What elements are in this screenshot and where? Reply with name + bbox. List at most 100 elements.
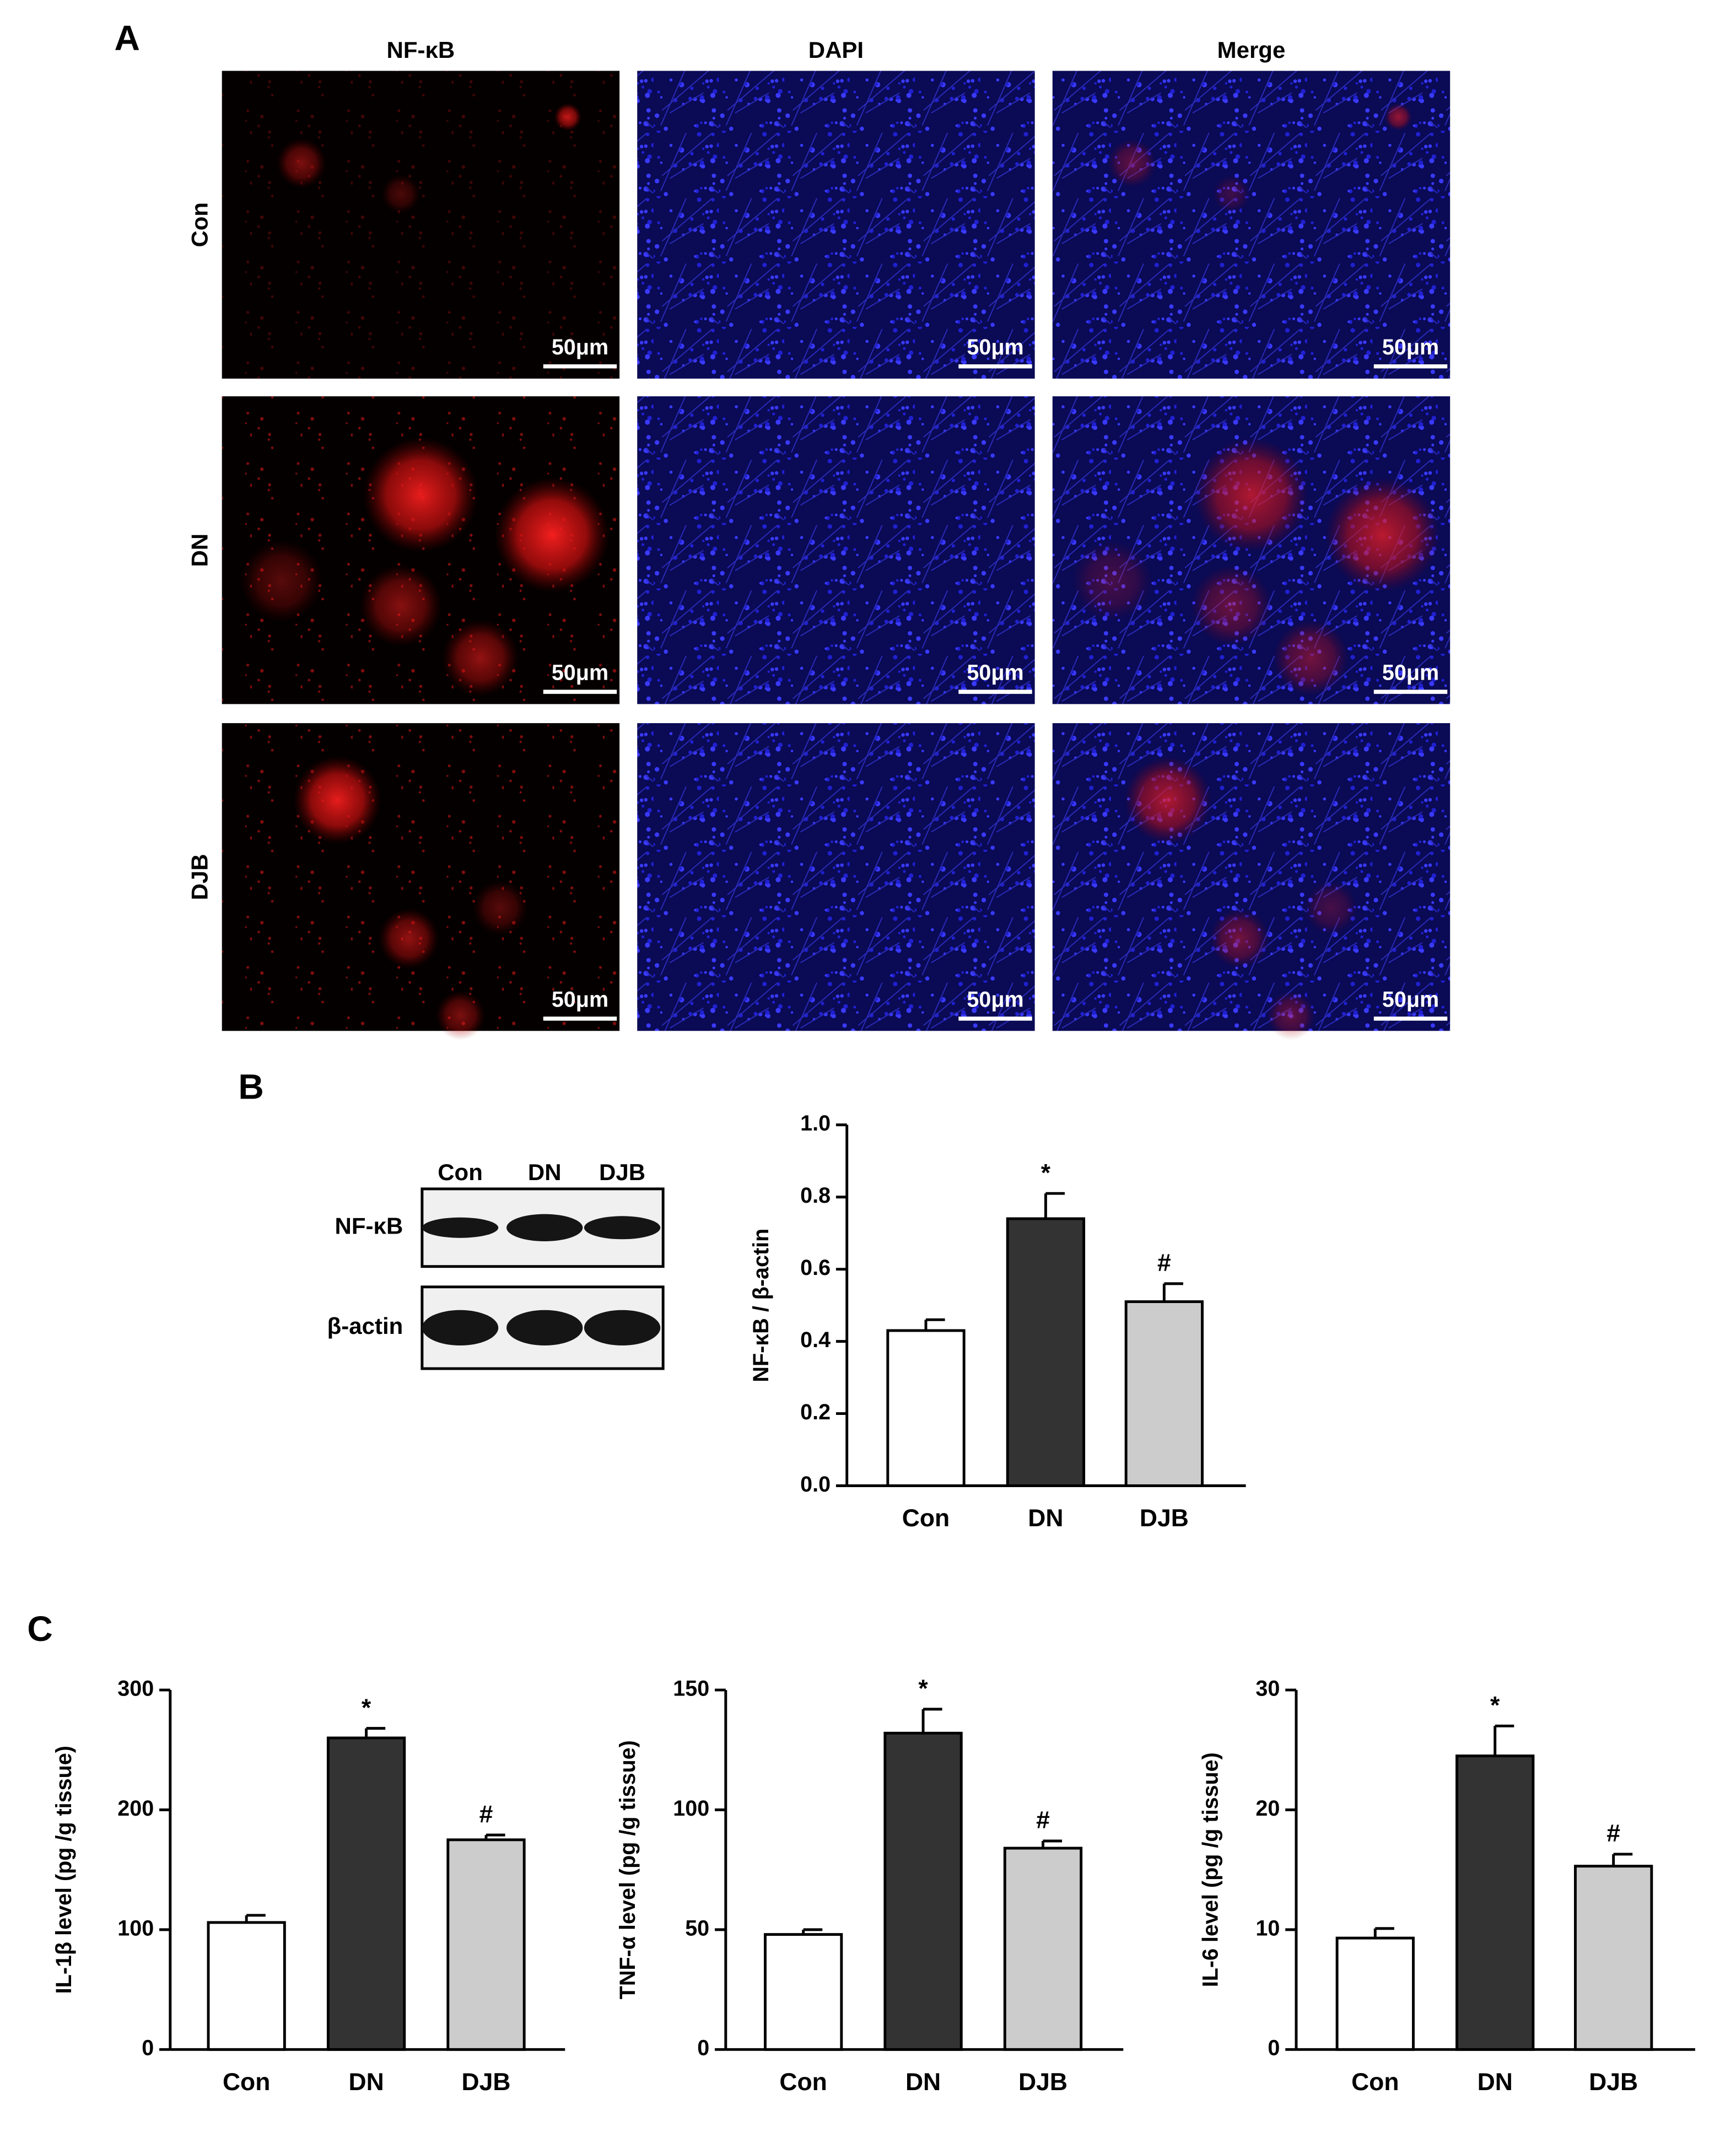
nfkb-signal <box>1124 756 1212 844</box>
column-header: DAPI <box>808 37 864 63</box>
nfkb-signal <box>1384 103 1412 131</box>
y-tick-label: 0.2 <box>800 1400 831 1424</box>
x-tick-label: Con <box>902 1505 950 1532</box>
y-axis-label: NF-κB / β-actin <box>749 1229 773 1382</box>
panel-label: A <box>115 18 140 58</box>
micrograph-specks <box>222 71 620 379</box>
y-tick-label: 1.0 <box>800 1111 831 1135</box>
x-tick-label: DN <box>905 2069 941 2096</box>
y-axis-label: IL-1β level (pg /g tissue) <box>52 1746 76 1994</box>
bar <box>1455 1754 1535 2051</box>
band-label: β-actin <box>327 1313 403 1339</box>
significance-marker: * <box>918 1675 928 1702</box>
nfkb-signal <box>436 990 486 1040</box>
bar <box>883 1731 963 2051</box>
x-tick-label: Con <box>779 2069 827 2096</box>
micrograph <box>637 396 1035 704</box>
bar <box>326 1736 406 2051</box>
row-label: DJB <box>187 854 213 900</box>
micrograph <box>637 71 1035 379</box>
nfkb-signal <box>381 175 420 213</box>
nfkb-signal <box>293 756 381 844</box>
y-tick-label: 100 <box>117 1916 154 1940</box>
band <box>584 1216 661 1240</box>
significance-marker: # <box>1157 1250 1171 1277</box>
nfkb-signal <box>277 138 326 188</box>
bar <box>1335 1936 1415 2051</box>
nfkb-signal <box>1190 564 1273 647</box>
x-tick-label: DJB <box>1140 1505 1189 1532</box>
x-tick-label: Con <box>1351 2069 1399 2096</box>
scale-bar-label: 50μm <box>552 987 608 1011</box>
scale-bar-label: 50μm <box>1382 660 1439 685</box>
column-header: Merge <box>1217 37 1286 63</box>
bar <box>446 1838 526 2051</box>
nfkb-signal <box>379 908 439 969</box>
nfkb-signal <box>554 103 582 131</box>
y-tick-label: 0.6 <box>800 1256 831 1280</box>
y-tick-label: 0 <box>1268 2036 1280 2060</box>
y-tick-label: 20 <box>1255 1796 1280 1821</box>
x-tick-label: DN <box>1478 2069 1513 2096</box>
scale-bar-label: 50μm <box>967 660 1023 685</box>
lane-label: DJB <box>599 1159 645 1185</box>
y-tick-label: 200 <box>117 1796 154 1821</box>
nfkb-signal <box>442 620 519 696</box>
row-label: Con <box>187 202 213 247</box>
y-tick-label: 0.0 <box>800 1472 831 1496</box>
micrograph-specks <box>222 723 620 1031</box>
y-tick-label: 300 <box>117 1677 154 1701</box>
y-tick-label: 30 <box>1255 1677 1280 1701</box>
y-tick-label: 0 <box>697 2036 709 2060</box>
nfkb-signal <box>1325 477 1440 593</box>
nfkb-signal <box>1209 908 1270 969</box>
bar <box>764 1933 843 2051</box>
nfkb-signal <box>240 540 323 622</box>
band <box>422 1217 499 1238</box>
significance-marker: * <box>1490 1692 1500 1719</box>
nfkb-signal <box>494 477 610 593</box>
nfkb-signal <box>1071 540 1153 622</box>
y-tick-label: 150 <box>673 1677 709 1701</box>
bar <box>1006 1217 1086 1487</box>
bar <box>207 1921 286 2051</box>
bar <box>1574 1865 1653 2051</box>
scale-bar-label: 50μm <box>552 335 608 359</box>
x-tick-label: Con <box>223 2069 270 2096</box>
micrograph <box>1052 723 1451 1031</box>
nfkb-signal <box>1266 990 1316 1040</box>
lane-label: DN <box>528 1159 562 1185</box>
significance-marker: # <box>479 1801 493 1828</box>
x-tick-label: DJB <box>462 2069 511 2096</box>
panel-label: C <box>27 1609 52 1649</box>
micrograph <box>637 723 1035 1031</box>
panel-label: B <box>238 1067 263 1107</box>
significance-marker: # <box>1036 1807 1050 1834</box>
bar <box>1124 1300 1204 1487</box>
band <box>506 1310 583 1346</box>
nfkb-signal <box>363 437 478 552</box>
y-axis-label: IL-6 level (pg /g tissue) <box>1198 1752 1222 1987</box>
y-tick-label: 0.8 <box>800 1183 831 1208</box>
significance-marker: * <box>1041 1159 1051 1186</box>
nfkb-signal <box>1212 175 1250 213</box>
nfkb-signal <box>1194 437 1309 552</box>
scale-bar-label: 50μm <box>552 660 608 685</box>
row-label: DN <box>187 534 213 567</box>
scale-bar-label: 50μm <box>1382 335 1439 359</box>
x-tick-label: DJB <box>1589 2069 1638 2096</box>
y-axis-label: TNF-α level (pg /g tissue) <box>616 1740 640 1999</box>
band <box>422 1310 499 1346</box>
column-header: NF-κB <box>387 37 455 63</box>
band-label: NF-κB <box>335 1213 403 1239</box>
nfkb-signal <box>360 564 442 647</box>
micrograph <box>1052 71 1451 379</box>
scale-bar-label: 50μm <box>1382 987 1439 1011</box>
lane-label: Con <box>438 1159 483 1185</box>
bar <box>1003 1846 1083 2051</box>
y-tick-label: 10 <box>1255 1916 1280 1940</box>
y-tick-label: 0 <box>142 2036 154 2060</box>
x-tick-label: DJB <box>1018 2069 1068 2096</box>
